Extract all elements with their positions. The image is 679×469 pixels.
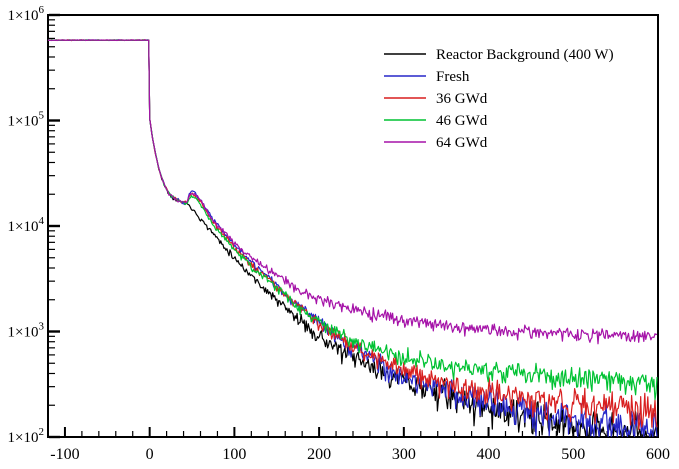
y-axis-major-ticks: 1×102 1×103 1×104 1×105 1×106 — [8, 4, 60, 446]
legend-label: Fresh — [436, 69, 470, 85]
legend-item-4: 64 GWd — [384, 135, 488, 151]
x-tick-label: 500 — [561, 446, 585, 463]
x-tick-label: -100 — [50, 446, 79, 463]
x-tick-label: 600 — [646, 446, 670, 463]
x-tick-label: 200 — [307, 446, 331, 463]
legend-label: 46 GWd — [436, 113, 488, 129]
series-curve-3 — [47, 39, 658, 401]
legend-label: 64 GWd — [436, 135, 488, 151]
legend-label: 36 GWd — [436, 91, 488, 107]
x-tick-label: 400 — [477, 446, 501, 463]
y-axis-minor-ticks — [49, 19, 55, 406]
series-curves — [47, 39, 658, 437]
legend-item-3: 46 GWd — [384, 113, 488, 129]
legend-item-1: Fresh — [384, 69, 470, 85]
y-tick-label: 1×106 — [8, 4, 45, 24]
legend-item-2: 36 GWd — [384, 91, 488, 107]
x-tick-label: 0 — [146, 446, 154, 463]
series-curve-4 — [47, 39, 658, 345]
x-tick-label: 300 — [392, 446, 416, 463]
x-tick-label: 100 — [222, 446, 246, 463]
y-tick-label: 1×104 — [8, 215, 45, 235]
y-tick-label: 1×103 — [8, 321, 45, 341]
legend-label: Reactor Background (400 W) — [436, 47, 614, 63]
plot-frame — [47, 14, 659, 438]
legend-item-0: Reactor Background (400 W) — [384, 47, 614, 63]
x-axis-major-ticks: -100 0 100 200 300 400 500 600 — [50, 427, 670, 463]
y-tick-label: 1×105 — [8, 110, 45, 130]
legend: Reactor Background (400 W) Fresh 36 GWd 46 … — [384, 47, 614, 151]
y-tick-label: 1×102 — [8, 426, 44, 446]
